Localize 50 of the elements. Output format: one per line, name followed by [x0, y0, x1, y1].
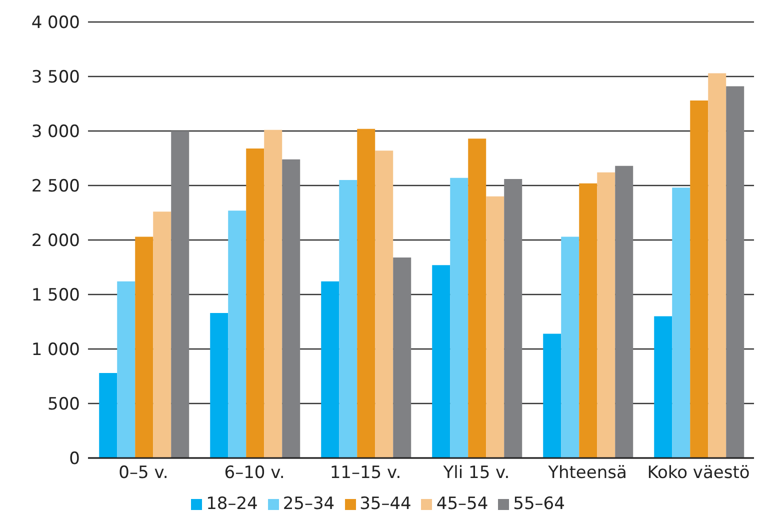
y-tick-label: 3 500 [31, 68, 80, 88]
x-tick-label: Yli 15 v. [442, 463, 510, 484]
y-tick-label: 2 000 [31, 231, 80, 252]
bar [375, 150, 394, 458]
bar [264, 130, 282, 458]
bar [357, 128, 376, 458]
bar [615, 166, 634, 458]
x-tick-label: Koko väestö [647, 463, 750, 484]
bar [393, 257, 412, 458]
bar [282, 159, 300, 458]
x-tick-label: 0–5 v. [118, 463, 168, 484]
bar [468, 138, 486, 458]
bar [171, 131, 190, 458]
bar [117, 281, 136, 458]
bar [579, 183, 598, 458]
bar [654, 316, 672, 458]
bar [504, 178, 522, 458]
bar [450, 178, 468, 458]
bar [228, 210, 246, 458]
legend-label: 35–44 [360, 494, 412, 514]
bar [321, 281, 340, 458]
x-tick-label: 11–15 v. [330, 463, 402, 484]
bar [339, 180, 358, 458]
bar [135, 236, 154, 458]
y-tick-label: 2 500 [31, 176, 80, 197]
bar [543, 334, 562, 458]
y-tick-label: 1 000 [31, 340, 80, 360]
y-tick-label: 500 [48, 394, 80, 415]
bar [99, 372, 118, 458]
bar [486, 196, 504, 458]
y-tick-label: 1 500 [31, 286, 80, 306]
legend-label: 55–64 [513, 494, 565, 514]
y-tick-label: 3 000 [31, 122, 80, 142]
y-tick-label: 4 000 [31, 13, 80, 34]
x-tick-label: Yhteensä [547, 463, 627, 484]
bar [210, 313, 228, 458]
bar [597, 172, 616, 458]
bar [153, 212, 172, 458]
bar [246, 148, 264, 458]
bar [432, 265, 450, 458]
y-tick-label: 0 [69, 449, 80, 470]
bar [561, 236, 580, 458]
bar [708, 73, 726, 458]
bar [672, 188, 690, 458]
legend-label: 18–24 [206, 494, 258, 514]
legend-label: 45–54 [436, 494, 488, 514]
bar [690, 100, 708, 458]
legend-label: 25–34 [282, 494, 335, 514]
x-tick-label: 6–10 v. [224, 463, 285, 484]
bar [726, 86, 744, 458]
